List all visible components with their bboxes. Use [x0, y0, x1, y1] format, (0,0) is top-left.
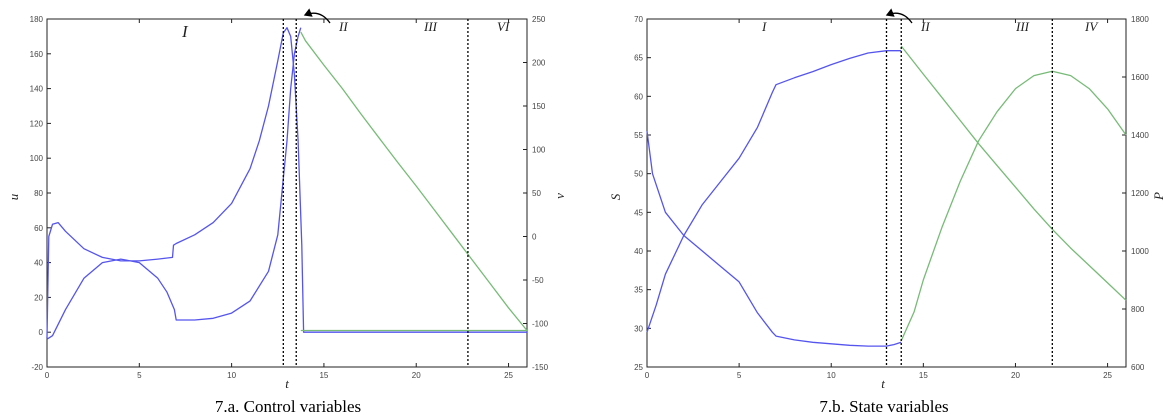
- series-line-2: [646, 131, 902, 347]
- series-line-1: [646, 50, 902, 333]
- series-line-3: [900, 45, 1127, 301]
- y-axis-label-left-b: S: [608, 193, 623, 200]
- chart-marks-b: 0 5 10 15 20 25 25 30 35 40 45 50 55 60 65 70 600 800 1000…: [634, 15, 1149, 380]
- caption-b: 7.b. State variables: [819, 397, 948, 416]
- x-tick-label: 0: [645, 371, 650, 380]
- y-tick-label-right: 100: [532, 146, 546, 155]
- x-tick-label: 20: [412, 371, 421, 380]
- y-tick-label-right: 1200: [1131, 189, 1149, 198]
- y-tick-label-right: -50: [532, 276, 544, 285]
- y-tick-label-left: 40: [34, 259, 43, 268]
- y-tick-label-left: 30: [634, 324, 643, 333]
- x-tick-label: 10: [227, 371, 236, 380]
- region-label-4: VI: [497, 19, 510, 34]
- y-tick-label-left: 100: [30, 154, 44, 163]
- y-tick-label-left: 140: [30, 85, 44, 94]
- y-tick-label-left: 180: [30, 15, 44, 24]
- y-tick-label-right: 1800: [1131, 15, 1149, 24]
- y-tick-label-left: 35: [634, 286, 643, 295]
- curved-arrow-a: [303, 8, 331, 24]
- series-line-2: [46, 27, 302, 340]
- y-tick-label-left: 160: [30, 50, 44, 59]
- y-tick-label-left: -20: [31, 363, 43, 372]
- x-tick-label: 10: [827, 371, 836, 380]
- x-tick-label: 15: [319, 371, 328, 380]
- y-tick-label-right: 1400: [1131, 131, 1149, 140]
- x-tick-label: 25: [1103, 371, 1112, 380]
- y-tick-label-right: -100: [532, 320, 549, 329]
- x-tick-label: 25: [504, 371, 513, 380]
- y-tick-label-right: 1000: [1131, 247, 1149, 256]
- y-tick-label-right: 250: [532, 15, 546, 24]
- y-tick-label-left: 50: [634, 170, 643, 179]
- region-label-3: III: [1015, 19, 1030, 34]
- region-label-3: III: [423, 19, 438, 34]
- plot-frame-a: [46, 18, 528, 368]
- y-tick-label-right: 200: [532, 59, 546, 68]
- x-axis-label-b: t: [881, 376, 885, 391]
- y-tick-label-right: -150: [532, 363, 549, 372]
- y-tick-label-left: 70: [634, 15, 643, 24]
- curved-arrow-b: [885, 8, 913, 24]
- x-tick-label: 15: [919, 371, 928, 380]
- y-tick-label-left: 20: [34, 293, 43, 302]
- y-tick-label-left: 40: [634, 247, 643, 256]
- y-tick-label-left: 80: [34, 189, 43, 198]
- y-tick-label-left: 60: [634, 92, 643, 101]
- y-axis-label-right-a: v: [552, 193, 567, 199]
- x-tick-label: 0: [45, 371, 50, 380]
- y-tick-label-left: 25: [634, 363, 643, 372]
- series-line-3: [300, 31, 528, 331]
- x-tick-label: 5: [137, 371, 142, 380]
- y-tick-label-left: 120: [30, 119, 44, 128]
- chart-panel-a: 0 5 10 15 20 25-20020406080100120140160180-15…: [6, 8, 567, 416]
- y-tick-label-right: 600: [1131, 363, 1145, 372]
- region-label-4: IV: [1084, 19, 1099, 34]
- y-tick-label-left: 60: [34, 224, 43, 233]
- region-label-2: II: [920, 19, 930, 34]
- y-tick-label-right: 150: [532, 102, 546, 111]
- y-tick-label-left: 0: [39, 328, 44, 337]
- region-label-1: I: [181, 22, 189, 41]
- x-axis-label-a: t: [285, 376, 289, 391]
- y-axis-label-right-b: P: [1151, 192, 1166, 201]
- y-tick-label-right: 50: [532, 189, 541, 198]
- chart-marks-a: 0 5 10 15 20 25-20020406080100120140160180-15…: [30, 15, 549, 380]
- y-tick-label-left: 45: [634, 208, 643, 217]
- y-tick-label-right: 1600: [1131, 73, 1149, 82]
- x-tick-label: 5: [737, 371, 742, 380]
- x-tick-label: 20: [1011, 371, 1020, 380]
- region-label-1: I: [761, 19, 767, 34]
- y-tick-label-right: 800: [1131, 305, 1145, 314]
- y-tick-label-left: 65: [634, 54, 643, 63]
- region-label-2: II: [338, 19, 348, 34]
- series-line-1: [46, 27, 527, 338]
- caption-a: 7.a. Control variables: [215, 397, 361, 416]
- chart-panel-b: 0 5 10 15 20 25 25 30 35 40 45 50 55 60 65 70 600 800 1000…: [608, 8, 1166, 416]
- y-tick-label-right: 0: [532, 233, 537, 242]
- y-tick-label-left: 55: [634, 131, 643, 140]
- y-axis-label-left-a: u: [6, 193, 21, 200]
- series-line-4: [900, 70, 1127, 342]
